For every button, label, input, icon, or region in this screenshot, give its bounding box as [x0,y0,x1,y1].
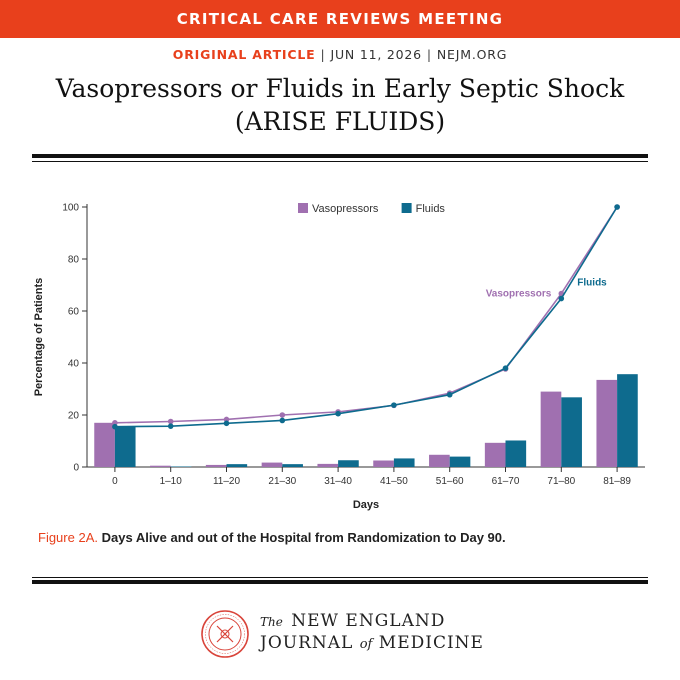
x-tick-label: 71–80 [547,476,575,487]
top-rule-thin [32,161,648,162]
cumulative-point-fluids [223,420,230,427]
x-tick-label: 31–40 [324,476,352,487]
bar-fluids [449,456,471,467]
cumulative-point-fluids [335,410,341,417]
bar-vasopressors [596,379,618,467]
cumulative-point-vasopressors [223,416,230,423]
cumulative-point-fluids [391,402,397,408]
cumulative-line-fluids [114,206,618,428]
cumulative-point-fluids [112,423,118,430]
cumulative-point-vasopressors [167,418,174,425]
bar-vasopressors [317,463,339,467]
bar-vasopressors [205,464,227,467]
bar-fluids [282,464,303,467]
y-tick-label: 20 [68,411,80,422]
y-axis-title: Percentage of Patients [33,278,45,397]
article-title: Vasopressors or Fluids in Early Septic S… [0,72,680,138]
cumulative-point-vasopressors [112,420,118,426]
bar-vasopressors [150,465,171,467]
legend-label-fluids: Fluids [416,203,446,215]
bar-fluids [170,466,192,467]
cumulative-point-vasopressors [279,412,286,418]
journal-the: The [260,615,283,629]
journal-line-2b: MEDICINE [378,633,484,653]
journal-line-1: NEW ENGLAND [291,611,446,631]
y-tick-label: 100 [62,203,79,214]
y-tick-label: 80 [68,255,80,266]
y-tick-label: 0 [73,463,79,474]
bar-fluids [338,460,359,467]
cumulative-point-fluids [167,423,174,429]
top-rule-thick [32,154,648,158]
x-axis-title: Days [353,499,379,511]
bar-fluids [561,397,582,467]
bar-vasopressors [429,454,450,467]
bar-fluids [617,374,638,467]
journal-of: of [359,637,373,652]
article-type: ORIGINAL ARTICLE [172,47,316,62]
article-date: JUN 11, 2026 [330,47,422,62]
x-tick-label: 0 [112,476,118,487]
meta-separator: | [320,47,326,62]
legend-swatch-vasopressors [298,203,308,213]
bar-vasopressors [540,391,562,467]
y-tick-label: 40 [68,359,80,370]
x-tick-label: 81–89 [603,476,631,487]
bar-fluids [393,458,415,467]
figure-chart: 0 20 40 60 80 100 Percentage of Patients 0 1–10 1… [0,180,680,520]
legend-label-vasopressors: Vasopressors [312,203,379,215]
cumulative-point-fluids [558,295,565,302]
banner-text: CRITICAL CARE REVIEWS MEETING [176,10,504,28]
meta-separator: | [426,47,432,62]
line-label-fluids: Fluids [577,278,607,289]
bar-fluids [114,426,136,467]
y-tick-label: 60 [68,307,80,318]
x-tick-label: 51–60 [436,476,464,487]
legend-swatch-fluids [401,203,412,213]
journal-name: The NEW ENGLAND JOURNAL of MEDICINE [260,611,484,653]
x-tick-label: 41–50 [380,476,408,487]
x-tick-label: 61–70 [492,476,520,487]
bottom-rule-thick [32,580,648,584]
article-meta: ORIGINAL ARTICLE | JUN 11, 2026 | NEJM.ORG [0,47,680,62]
line-label-vasopressors: Vasopressors [486,289,552,300]
figure-label: Figure 2A. [38,530,98,545]
bar-fluids [226,464,248,467]
bar-vasopressors [261,462,283,467]
cumulative-point-fluids [614,204,620,210]
figure-caption-text: Days Alive and out of the Hospital from … [101,530,506,545]
title-line-2: (ARISE FLUIDS) [234,107,446,136]
meeting-banner: CRITICAL CARE REVIEWS MEETING [0,0,680,38]
journal-line-2a: JOURNAL [260,633,354,653]
journal-footer: The NEW ENGLAND JOURNAL of MEDICINE [0,605,680,665]
figure-caption: Figure 2A. Days Alive and out of the Hos… [38,530,506,545]
cumulative-line-vasopressors [114,206,618,424]
cumulative-point-fluids [279,417,286,424]
bottom-rule-thin [32,577,648,578]
article-site: NEJM.ORG [436,47,508,62]
x-tick-label: 11–20 [213,476,241,487]
bar-fluids [505,440,527,467]
x-tick-label: 1–10 [160,476,183,487]
cumulative-point-fluids [502,365,509,371]
x-tick-label: 21–30 [268,476,296,487]
bar-vasopressors [94,422,115,467]
bar-vasopressors [373,460,394,467]
cumulative-point-fluids [446,391,453,398]
bar-vasopressors [484,442,506,467]
nejm-seal-icon [201,610,249,658]
title-line-1: Vasopressors or Fluids in Early Septic S… [55,74,625,103]
chart-svg: 0 20 40 60 80 100 Percentage of Patients 0 1–10 1… [33,203,645,511]
